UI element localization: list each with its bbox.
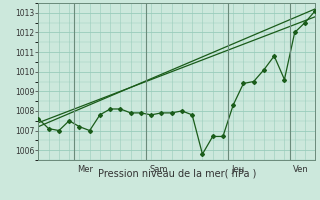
X-axis label: Pression niveau de la mer( hPa ): Pression niveau de la mer( hPa ) [98,168,256,178]
Text: Ven: Ven [293,165,308,174]
Text: Jeu: Jeu [231,165,244,174]
Text: Mer: Mer [77,165,93,174]
Text: Sam: Sam [149,165,168,174]
